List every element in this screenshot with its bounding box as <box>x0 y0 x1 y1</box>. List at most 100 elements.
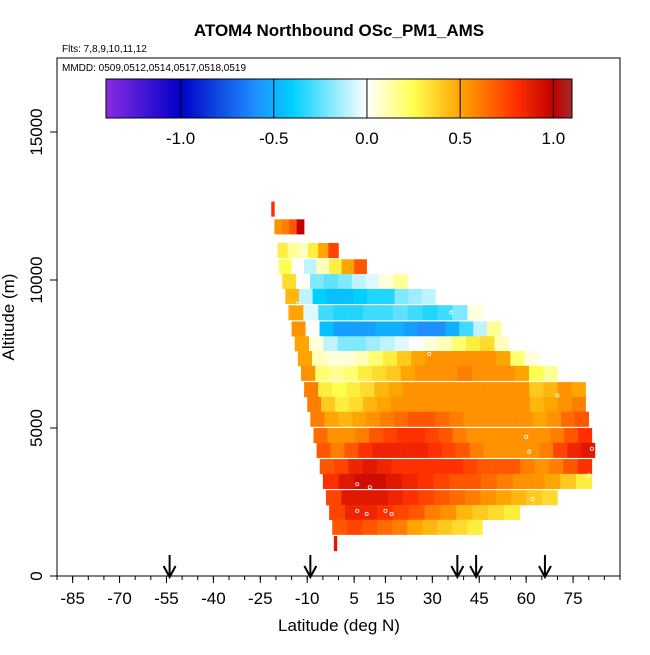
observation-point <box>502 334 507 339</box>
heatmap-cell <box>473 321 488 337</box>
heatmap-cell <box>524 351 539 367</box>
heatmap-cell <box>343 365 359 381</box>
heatmap-cells <box>271 201 596 552</box>
y-axis: 0 5000 10000 15000 <box>27 108 57 581</box>
heatmap-cell <box>380 288 395 304</box>
heatmap-cell <box>289 219 297 235</box>
heatmap-cell <box>346 382 361 398</box>
heatmap-cell <box>423 336 438 352</box>
heatmap-cell <box>416 382 432 398</box>
heatmap-cell <box>480 490 497 506</box>
heatmap-cell <box>536 428 551 444</box>
heatmap-cell <box>288 305 304 321</box>
heatmap-cell <box>338 411 353 427</box>
flight-arrow <box>450 555 465 580</box>
heatmap-cell <box>318 382 333 398</box>
heatmap-cell <box>439 351 454 367</box>
heatmap-cell <box>362 459 378 475</box>
heatmap-cell <box>430 382 446 398</box>
heatmap-cell <box>330 442 345 458</box>
heatmap-cell <box>345 504 362 521</box>
heatmap-cell <box>529 396 545 413</box>
y-tick-label: 10000 <box>27 256 46 303</box>
observation-point <box>527 449 532 454</box>
heatmap-cell <box>417 321 432 337</box>
heatmap-cell <box>287 243 299 259</box>
heatmap-cell <box>377 305 394 321</box>
heatmap-cell <box>388 382 403 398</box>
heatmap-cell <box>298 288 313 304</box>
heatmap-cell <box>421 288 436 304</box>
heatmap-cell <box>488 504 505 521</box>
heatmap-cell <box>480 336 495 352</box>
heatmap-cell <box>407 519 423 535</box>
heatmap-cell <box>379 411 395 427</box>
heatmap-cell <box>534 459 550 475</box>
heatmap-cell <box>487 382 502 398</box>
heatmap-cell <box>383 428 398 444</box>
heatmap-cell <box>494 428 509 444</box>
heatmap-cell <box>472 504 489 521</box>
heatmap-cell <box>334 459 349 475</box>
heatmap-cell <box>528 365 544 381</box>
heatmap-cell <box>408 288 423 304</box>
heatmap-cell <box>365 274 380 290</box>
heatmap-cell <box>419 459 435 475</box>
heatmap-cell <box>457 365 473 381</box>
heatmap-cell <box>366 411 381 427</box>
heatmap-cell <box>304 382 319 398</box>
flight-arrow <box>538 555 552 580</box>
heatmap-cell <box>522 428 537 444</box>
colorbar-ticks: -1.0 -0.5 0.0 0.5 1.0 <box>166 79 565 148</box>
heatmap-cell <box>512 473 529 489</box>
heatmap-cell <box>418 396 433 413</box>
heatmap-cell <box>329 259 342 275</box>
heatmap-cell <box>279 259 292 275</box>
heatmap-cell <box>577 428 593 444</box>
heatmap-cell <box>418 490 435 506</box>
heatmap-cell <box>390 396 405 413</box>
heatmap-cell <box>294 336 310 352</box>
heatmap-cell <box>328 243 339 259</box>
x-tick-label: -10 <box>295 589 320 608</box>
observation-point <box>367 485 372 490</box>
heatmap-cell <box>296 274 311 290</box>
heatmap-cell <box>396 428 412 444</box>
heatmap-cell <box>325 490 342 506</box>
heatmap-cell <box>542 490 558 506</box>
heatmap-cell <box>539 442 554 458</box>
observation-point <box>586 473 591 478</box>
heatmap-cell <box>318 243 329 259</box>
heatmap-cell <box>362 396 378 413</box>
heatmap-cell <box>525 442 540 458</box>
heatmap-cell <box>482 351 497 367</box>
heatmap-cell <box>511 442 526 458</box>
flight-arrow <box>162 555 177 580</box>
heatmap-cell <box>291 321 306 337</box>
heatmap-cell <box>465 473 482 489</box>
heatmap-cell <box>310 411 325 427</box>
heatmap-cell <box>408 504 425 521</box>
heatmap-cell <box>352 411 367 427</box>
heatmap-cell <box>354 351 369 367</box>
x-tick-label: 5 <box>349 589 358 608</box>
heatmap-cell <box>544 473 561 489</box>
heatmap-cell <box>312 288 327 304</box>
heatmap-cell <box>510 351 525 367</box>
heatmap-cell <box>550 428 565 444</box>
heatmap-cell <box>495 490 512 506</box>
heatmap-cell <box>333 305 349 321</box>
heatmap-cell <box>435 411 450 427</box>
heatmap-cell <box>316 259 330 275</box>
heatmap-cell <box>469 442 484 458</box>
heatmap-cell <box>452 305 468 321</box>
heatmap-cell <box>407 411 422 427</box>
heatmap-cell <box>548 459 564 475</box>
heatmap-cell <box>486 365 501 381</box>
heatmap-cell <box>526 490 543 506</box>
heatmap-cell <box>433 473 450 489</box>
heatmap-cell <box>277 243 288 259</box>
heatmap-cell <box>377 459 392 475</box>
x-axis: -85 -70 -55 -40 -25 -10 5 15 30 45 60 75 <box>56 576 621 608</box>
heatmap-cell <box>337 336 353 352</box>
